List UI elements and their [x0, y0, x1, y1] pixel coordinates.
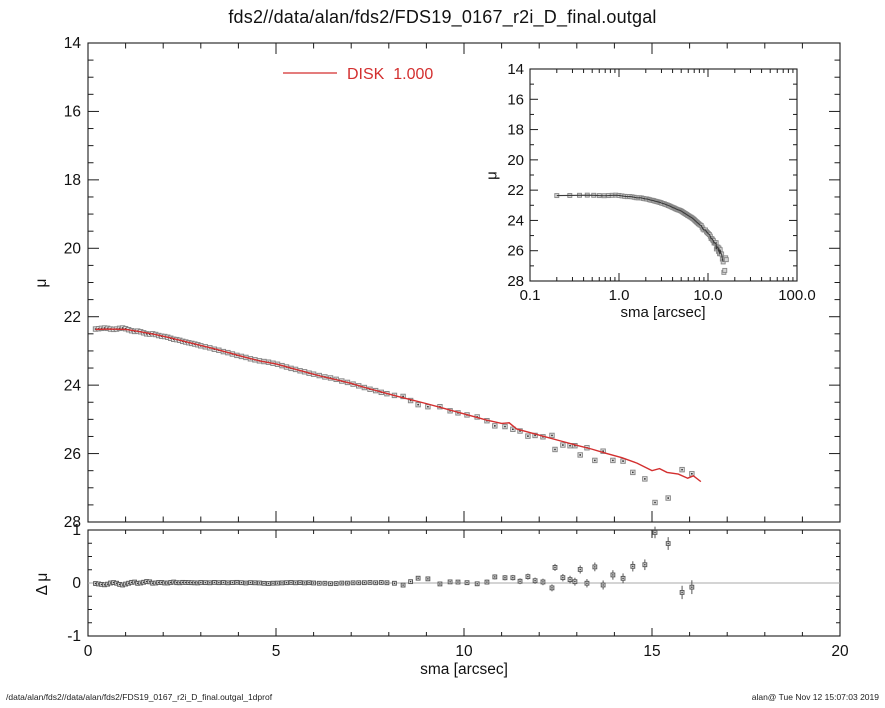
tick-label: 26: [507, 243, 524, 260]
tick-label: 16: [507, 91, 524, 108]
x-axis-label: sma [arcsec]: [420, 661, 508, 678]
residual-y-axis-label: Δ μ: [34, 572, 51, 596]
data-series-main: [92, 325, 695, 506]
tick-label: 18: [64, 172, 81, 189]
tick-label: -1: [67, 628, 81, 645]
tick-label: 22: [507, 182, 524, 199]
tick-label: 14: [64, 35, 82, 52]
tick-label: 22: [64, 309, 81, 326]
tick-label: 0: [72, 575, 81, 592]
disk-model-line: [95, 328, 702, 483]
tick-label: 24: [64, 377, 82, 394]
legend-label: DISK 1.000: [347, 66, 433, 83]
tick-label: 16: [64, 104, 81, 121]
main-y-axis-label: μ: [33, 278, 50, 288]
plot-title: fds2//data/alan/fds2/FDS19_0167_r2i_D_fi…: [228, 7, 657, 27]
tick-label: 26: [64, 446, 81, 463]
residual-series: [93, 526, 695, 600]
tick-label: 14: [507, 61, 524, 78]
data-point: [722, 267, 728, 273]
legend: DISK 1.000: [283, 66, 433, 83]
tick-label: 18: [507, 122, 524, 139]
tick-label: 20: [507, 152, 524, 169]
data-series-inset: [554, 192, 729, 275]
tick-label: 15: [643, 643, 660, 660]
main-panel-frame: [87, 42, 841, 523]
footer-user-timestamp: alan@ Tue Nov 12 15:07:03 2019: [751, 692, 879, 702]
inset-data-line: [556, 194, 724, 263]
tick-label: 0: [84, 643, 93, 660]
tick-label: 10.0: [693, 287, 722, 304]
tick-label: 20: [831, 643, 849, 660]
inset-panel: 0.1 1.0 10.0 100.0 14 16 18 20 22 24 26 28: [507, 61, 815, 304]
tick-label: 1: [72, 522, 81, 539]
tick-label: 5: [272, 643, 281, 660]
main-panel: 14 16 18 20 22 24 26 28: [64, 35, 841, 531]
tick-label: 10: [455, 643, 473, 660]
data-point: [723, 257, 729, 263]
inset-x-axis-label: sma [arcsec]: [620, 304, 706, 321]
inset-y-axis-label: μ: [483, 171, 501, 180]
footer-file-path: /data/alan/fds2//data/alan/fds2/FDS19_01…: [6, 692, 273, 702]
inset-panel-frame: [529, 68, 798, 282]
tick-label: 28: [64, 514, 81, 531]
tick-label: 28: [507, 273, 524, 290]
tick-label: 100.0: [778, 287, 816, 304]
tick-label: 24: [507, 212, 524, 229]
tick-label: 1.0: [609, 287, 630, 304]
tick-label: 0.1: [520, 287, 541, 304]
tick-label: 20: [64, 240, 82, 257]
